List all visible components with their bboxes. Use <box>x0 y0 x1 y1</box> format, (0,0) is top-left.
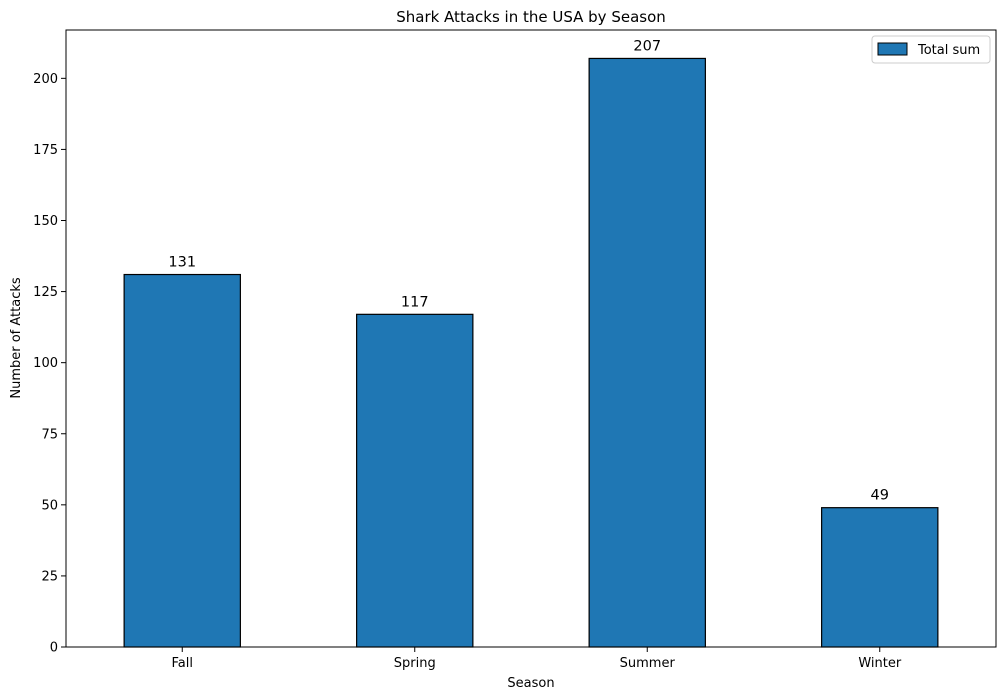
y-tick-label: 25 <box>41 569 58 584</box>
y-tick-label: 75 <box>41 427 58 442</box>
bar-winter <box>821 507 939 648</box>
y-tick-label: 0 <box>50 641 58 656</box>
y-tick-label: 100 <box>33 356 58 371</box>
legend-swatch <box>877 42 908 56</box>
legend: Total sum <box>871 35 991 64</box>
legend-label: Total sum <box>917 43 980 58</box>
x-tick-label: Winter <box>858 656 902 671</box>
chart-title: Shark Attacks in the USA by Season <box>396 8 666 26</box>
plot-frame <box>65 29 997 648</box>
x-axis-label: Season <box>507 676 554 691</box>
data-label: 49 <box>871 488 889 504</box>
y-tick-label: 50 <box>41 498 58 513</box>
x-tick-label: Summer <box>620 656 676 671</box>
bar-fall <box>123 273 241 648</box>
x-tick-label: Fall <box>172 656 193 671</box>
data-label: 207 <box>633 38 661 54</box>
y-tick-label: 150 <box>33 214 58 229</box>
data-label: 131 <box>168 255 196 271</box>
data-label: 117 <box>401 294 429 310</box>
x-tick-label: Spring <box>394 656 436 671</box>
y-axis-label: Number of Attacks <box>9 277 24 399</box>
y-tick-label: 125 <box>33 285 58 300</box>
bar-summer <box>588 57 706 648</box>
y-tick-label: 175 <box>33 143 58 158</box>
y-tick-label: 200 <box>33 72 58 87</box>
bar-spring <box>356 313 474 648</box>
